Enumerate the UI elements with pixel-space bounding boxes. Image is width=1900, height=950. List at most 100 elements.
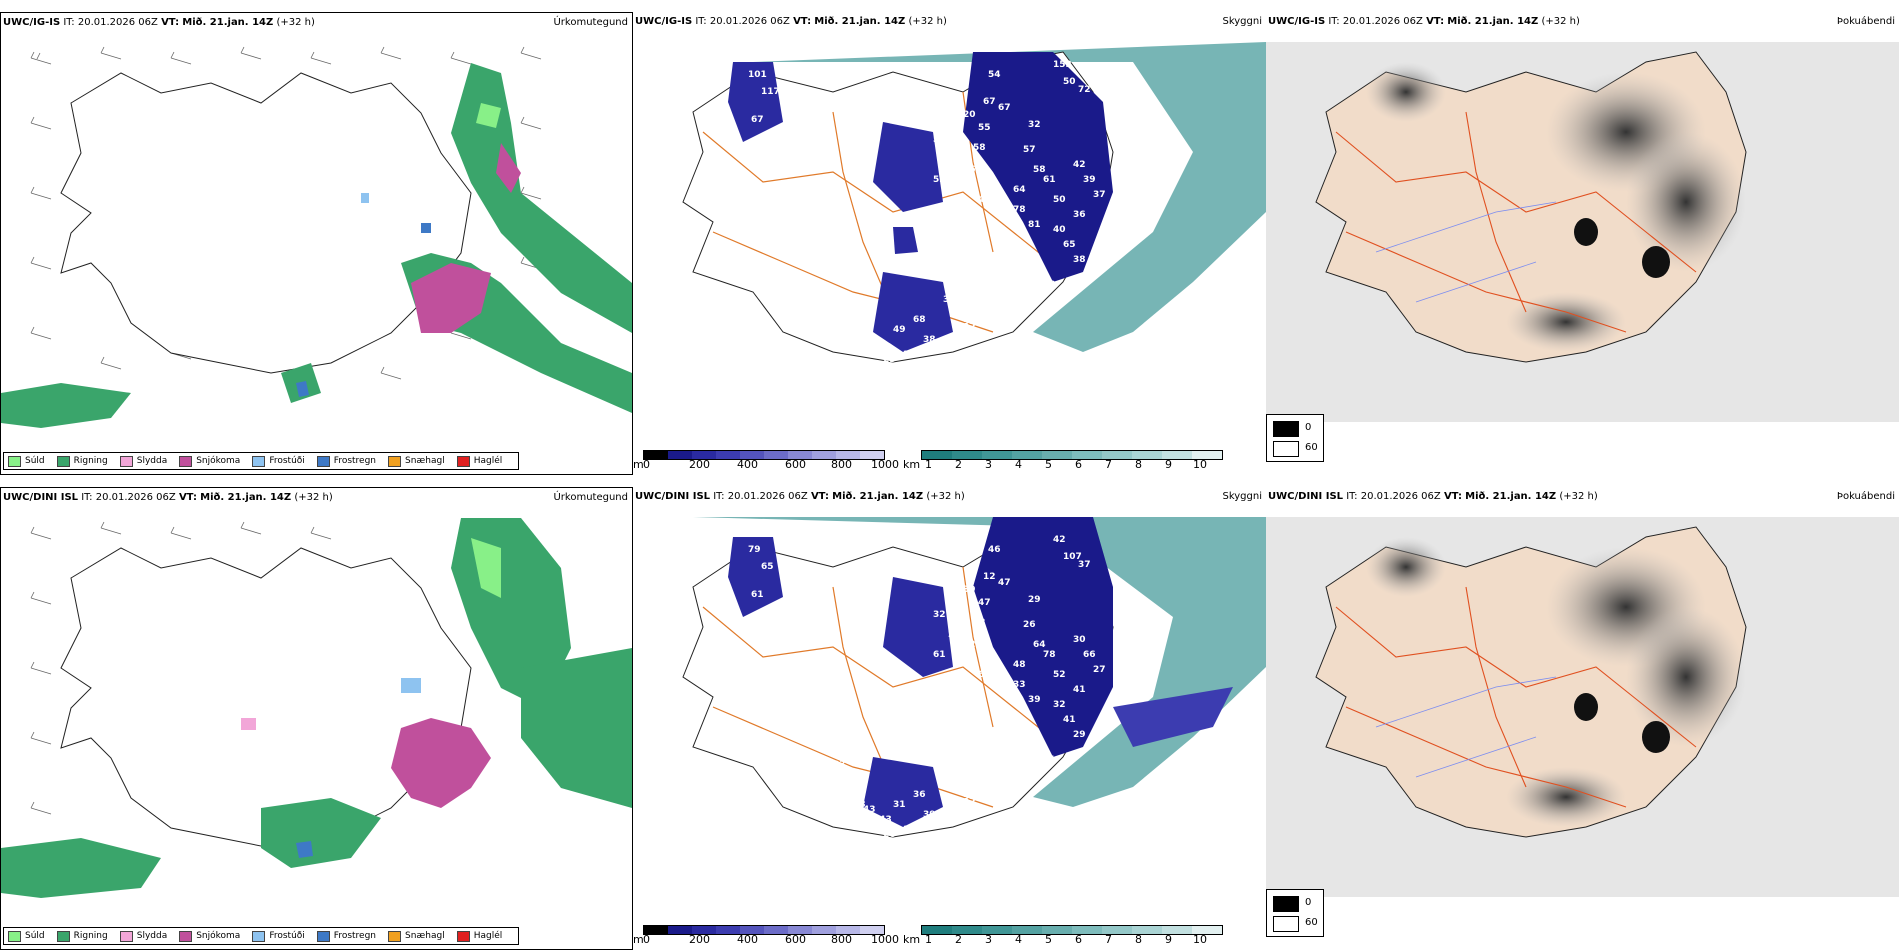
ceiling-label: 36: [1073, 210, 1086, 220]
ceiling-label: 35: [963, 795, 976, 805]
ceiling-label: 56: [948, 155, 961, 165]
ceiling-label: 64: [1013, 185, 1026, 195]
ceiling-label: 35: [1003, 285, 1016, 295]
ceiling-label: 35: [963, 320, 976, 330]
ceiling-label: 58: [1033, 165, 1046, 175]
ceiling-label: 63: [993, 700, 1006, 710]
ceiling-label: 52: [933, 175, 946, 185]
ceiling-label: 72: [1078, 85, 1091, 95]
ceiling-label: 26: [948, 630, 961, 640]
ceiling-label: 40: [1053, 225, 1066, 235]
panel-title: Skyggni: [1222, 16, 1262, 27]
ceiling-label: 61: [933, 650, 946, 660]
ceiling-colorbar: [643, 925, 885, 935]
ceiling-label: 46: [838, 775, 851, 785]
legend-item-snjokoma: Snjókoma: [179, 455, 240, 467]
ceiling-label: 69: [978, 670, 991, 680]
ceiling-label: 67: [751, 115, 764, 125]
visibility-colorbar: [921, 925, 1223, 935]
ceiling-label: 39: [923, 810, 936, 820]
precip-panel-row2: UWC/DINI ISL IT: 20.01.2026 06Z VT: Mið.…: [0, 487, 633, 950]
visibility-panel-row2: UWC/DINI ISL IT: 20.01.2026 06Z VT: Mið.…: [633, 487, 1266, 950]
precip-legend: Súld Rigning Slydda Snjókoma Frostúði Fr…: [3, 452, 520, 470]
visibility-map: 1011176754671535020556759585636527232575…: [682, 42, 1266, 365]
ceiling-label: 81: [1028, 220, 1041, 230]
visibility-panel-row1: UWC/IG-IS IT: 20.01.2026 06Z VT: Mið. 21…: [633, 12, 1266, 475]
ceiling-label: 50: [1043, 280, 1056, 290]
ceiling-label: 37: [1093, 190, 1106, 200]
ceiling-label: 46: [953, 740, 966, 750]
legend-item-snaehagl: Snæhagl: [388, 455, 445, 467]
legend-item-snjokoma: Snjókoma: [179, 930, 240, 942]
ceiling-label: 33: [1013, 680, 1026, 690]
ceiling-label: 65: [761, 562, 774, 572]
visibility-scale: km 1 2 3 4 5 6 7 8 9 10: [903, 925, 1243, 947]
ceiling-label: 37: [1078, 560, 1091, 570]
legend-item-rigning: Rigning: [56, 930, 108, 942]
fog-panel-row1: UWC/IG-IS IT: 20.01.2026 06Z VT: Mið. 21…: [1266, 12, 1899, 475]
legend-item-sudd: Súld: [8, 930, 45, 942]
ceiling-label: 153: [1053, 60, 1072, 70]
ceiling-label: 62: [963, 640, 976, 650]
panel-title: Þokuábendi: [1836, 491, 1895, 502]
ceiling-label: 61: [751, 590, 764, 600]
panel-header: UWC/IG-IS IT: 20.01.2026 06Z VT: Mið. 21…: [3, 17, 315, 28]
legend-item-frostregn: Frostregn: [316, 455, 376, 467]
ceiling-label: 67: [998, 103, 1011, 113]
panel-header: UWC/DINI ISL IT: 20.01.2026 06Z VT: Mið.…: [635, 491, 965, 502]
ceiling-label: 25: [883, 355, 896, 365]
ceiling-scale: m 0 200 400 600 800 1000: [633, 450, 903, 472]
ceiling-label: 50: [1053, 195, 1066, 205]
ceiling-label: 11: [943, 240, 956, 250]
ceiling-label: 52: [1053, 670, 1066, 680]
ceiling-label: 61: [1043, 755, 1056, 765]
ceiling-label: 23: [833, 760, 846, 770]
ceiling-label: 29: [1028, 595, 1041, 605]
ceiling-label: 34: [1033, 265, 1046, 275]
precip-map: [1, 46, 632, 428]
panel-header: UWC/DINI ISL IT: 20.01.2026 06Z VT: Mið.…: [1268, 491, 1598, 502]
legend-item-slydda: Slydda: [119, 455, 167, 467]
ceiling-label: 60: [848, 785, 861, 795]
ceiling-label: 117: [761, 87, 780, 97]
ceiling-label: 69: [993, 780, 1006, 790]
panel-title: Skyggni: [1222, 491, 1262, 502]
ceiling-label: 76: [1003, 760, 1016, 770]
ceiling-label: 50: [1063, 77, 1076, 87]
ceiling-label: 78: [1013, 205, 1026, 215]
ceiling-label: 32: [1053, 700, 1066, 710]
ceiling-label: 38: [903, 350, 916, 360]
ceiling-label: 101: [748, 70, 767, 80]
visibility-map: 7965614612421073947473253266261372926644…: [682, 517, 1266, 840]
panel-header: UWC/IG-IS IT: 20.01.2026 06Z VT: Mið. 21…: [1268, 16, 1580, 27]
precip-map: [1, 518, 632, 898]
ceiling-label: 48: [1013, 660, 1026, 670]
visibility-colorbar: [921, 450, 1223, 460]
ceiling-label: 65: [923, 245, 936, 255]
legend-item-rigning: Rigning: [56, 455, 108, 467]
ceiling-label: 12: [983, 572, 996, 582]
ceiling-label: 32: [933, 610, 946, 620]
legend-item-frostudi: Frostúði: [252, 930, 305, 942]
ceiling-label: 49: [893, 325, 906, 335]
ceiling-label: 843: [873, 815, 892, 825]
ceiling-label: 68: [913, 315, 926, 325]
ceiling-label: 29: [1073, 730, 1086, 740]
ceiling-label: 41: [1063, 715, 1076, 725]
ceiling-label: 55: [1033, 740, 1046, 750]
ceiling-label: 78: [1043, 650, 1056, 660]
ceiling-label: 39: [1028, 695, 1041, 705]
legend-item-sudd: Súld: [8, 455, 45, 467]
ceiling-label: 224: [943, 715, 962, 725]
ceiling-label: 11: [873, 340, 886, 350]
legend-item-haglel: Haglél: [456, 930, 502, 942]
ceiling-label: 46: [988, 545, 1001, 555]
ceiling-label: 31: [893, 800, 906, 810]
ceiling-label: 38: [923, 335, 936, 345]
precip-legend: Súld Rigning Slydda Snjókoma Frostúði Fr…: [3, 927, 520, 945]
ceiling-label: 53: [973, 618, 986, 628]
ceiling-label: 26: [883, 830, 896, 840]
ceiling-label: 26: [1023, 620, 1036, 630]
ceiling-label: 61: [1043, 175, 1056, 185]
fog-legend: 0 60: [1266, 889, 1324, 937]
